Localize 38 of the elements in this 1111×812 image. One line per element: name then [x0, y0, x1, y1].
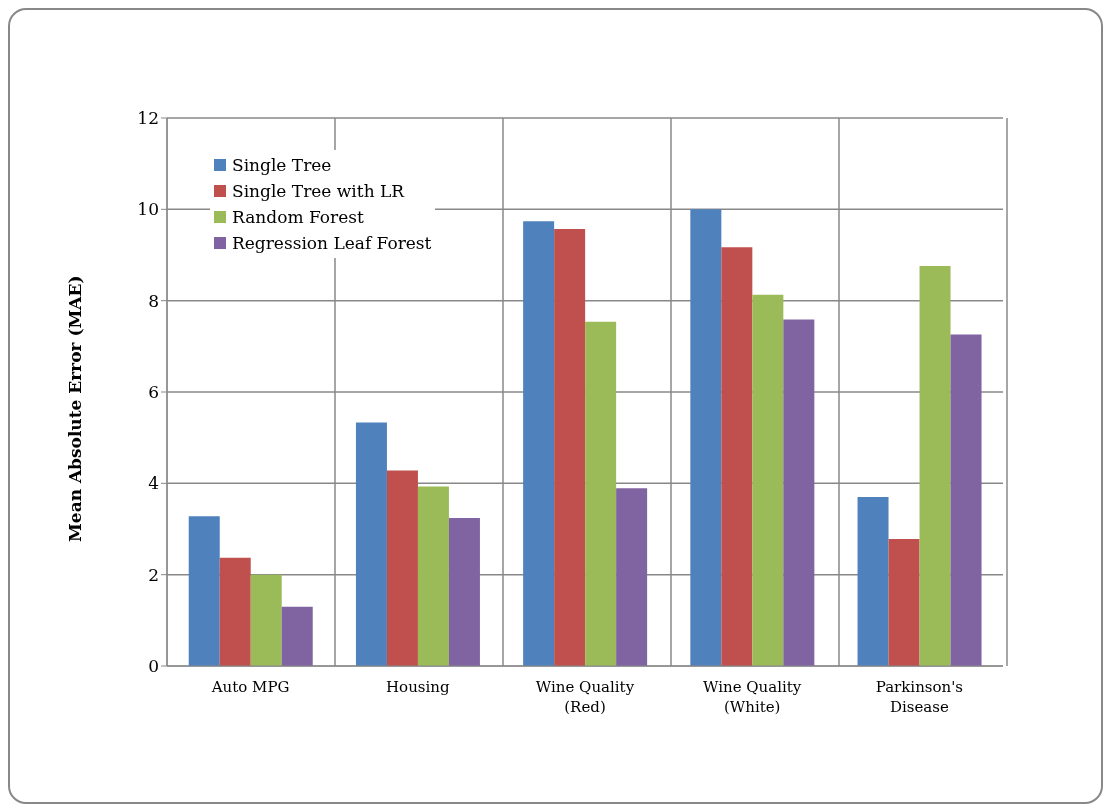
x-tick-label: Housing: [386, 678, 450, 696]
y-tick-label: 4: [148, 473, 159, 494]
bar: [857, 497, 889, 666]
bar: [950, 334, 982, 666]
y-tick-label: 10: [137, 199, 159, 220]
bar: [752, 294, 784, 666]
bar: [690, 209, 722, 666]
bar: [417, 486, 449, 666]
rounded-frame: Auto MPG Housing Wine Quality (Red) Wine Quality (White) Parkinson's Disease 0 2 4 6 8 10 12 Mean Absolute Error (MAE) Single Tree Single Tree with LR Random Forest Regression Leaf Forest: [8, 8, 1103, 804]
bar: [523, 221, 555, 666]
x-tick-label: Wine Quality (White): [703, 678, 802, 716]
bar: [783, 319, 815, 666]
x-tick-label: Auto MPG: [210, 678, 290, 696]
legend-label: Random Forest: [232, 206, 364, 229]
bar: [616, 488, 648, 666]
bar: [585, 321, 617, 666]
bar: [188, 516, 220, 666]
bar: [554, 228, 586, 666]
legend-label: Single Tree: [232, 154, 332, 177]
bar: [721, 247, 753, 666]
bar: [448, 518, 480, 666]
bar: [355, 422, 387, 666]
bar: [219, 557, 251, 666]
y-axis-title: Mean Absolute Error (MAE): [65, 275, 86, 542]
x-tick-label: Wine Quality (Red): [535, 678, 635, 716]
bar: [888, 539, 920, 666]
legend-label: Regression Leaf Forest: [232, 232, 432, 255]
bar: [281, 606, 313, 666]
y-tick-label: 0: [148, 656, 159, 677]
y-tick-label: 2: [148, 564, 159, 585]
legend-label: Single Tree with LR: [232, 180, 405, 203]
x-tick-label: Parkinson's Disease: [875, 678, 964, 716]
bar: [250, 574, 282, 666]
y-tick-label: 6: [148, 382, 159, 403]
y-tick-label: 12: [137, 108, 159, 129]
bar: [386, 470, 418, 666]
y-tick-label: 8: [148, 290, 159, 311]
bar: [919, 265, 951, 666]
